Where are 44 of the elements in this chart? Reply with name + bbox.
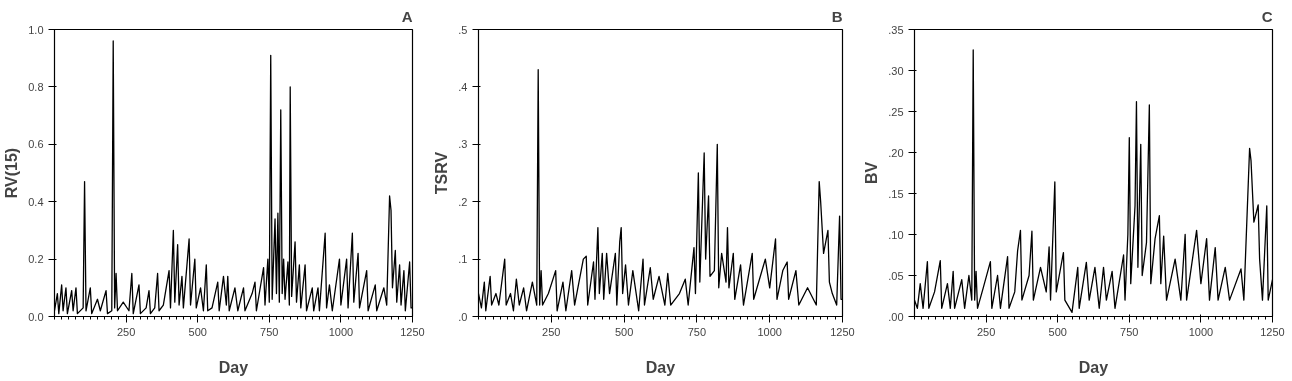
y-tick-label: .3 [458, 138, 468, 151]
x-tick-label: 1000 [757, 325, 782, 338]
chart-title: A [401, 7, 413, 25]
x-tick-label: 1000 [1188, 325, 1214, 338]
y-tick-label: 0.4 [28, 195, 44, 208]
x-tick-label: 500 [1048, 325, 1067, 338]
y-tick-label: 0.2 [28, 253, 44, 266]
x-tick-label: 500 [614, 325, 634, 338]
y-axis-title: BV [863, 161, 881, 185]
x-tick-label: 1250 [1260, 325, 1285, 338]
y-axis-title: TSRV [433, 151, 451, 195]
y-axis-title: RV(15) [3, 147, 21, 199]
y-tick-label: .5 [458, 23, 468, 36]
y-tick-label: 0.0 [28, 310, 44, 323]
y-tick-label: .25 [888, 105, 904, 118]
y-tick-label: .05 [888, 269, 904, 282]
y-tick-label: .20 [888, 146, 904, 159]
y-tick-label: 0.6 [28, 138, 44, 151]
x-axis-title: Day [218, 358, 249, 376]
y-tick-label: 1.0 [28, 23, 44, 36]
x-tick-label: 1250 [400, 325, 425, 338]
y-tick-label: .35 [888, 23, 904, 36]
x-tick-label: 250 [542, 325, 561, 338]
chart-title: B [831, 7, 843, 25]
y-tick-label: .00 [888, 310, 904, 323]
x-tick-label: 750 [1120, 325, 1139, 338]
chart-title: C [1261, 7, 1273, 25]
y-tick-label: .15 [888, 187, 904, 200]
y-tick-label: .0 [458, 310, 468, 323]
y-tick-label: .2 [458, 195, 468, 208]
y-tick-label: .10 [888, 228, 904, 241]
x-tick-label: 500 [188, 325, 207, 338]
y-tick-label: 0.8 [28, 80, 44, 93]
x-tick-label: 250 [976, 325, 996, 338]
x-tick-label: 1000 [328, 325, 354, 338]
y-tick-label: .30 [888, 64, 904, 77]
y-tick-label: .4 [458, 80, 468, 93]
x-axis-title: Day [1078, 358, 1109, 376]
x-tick-label: 750 [260, 325, 279, 338]
x-axis-title: Day [645, 358, 676, 376]
y-tick-label: .1 [458, 253, 468, 266]
x-tick-label: 250 [116, 325, 136, 338]
x-tick-label: 1250 [830, 325, 855, 338]
x-tick-label: 750 [687, 325, 707, 338]
